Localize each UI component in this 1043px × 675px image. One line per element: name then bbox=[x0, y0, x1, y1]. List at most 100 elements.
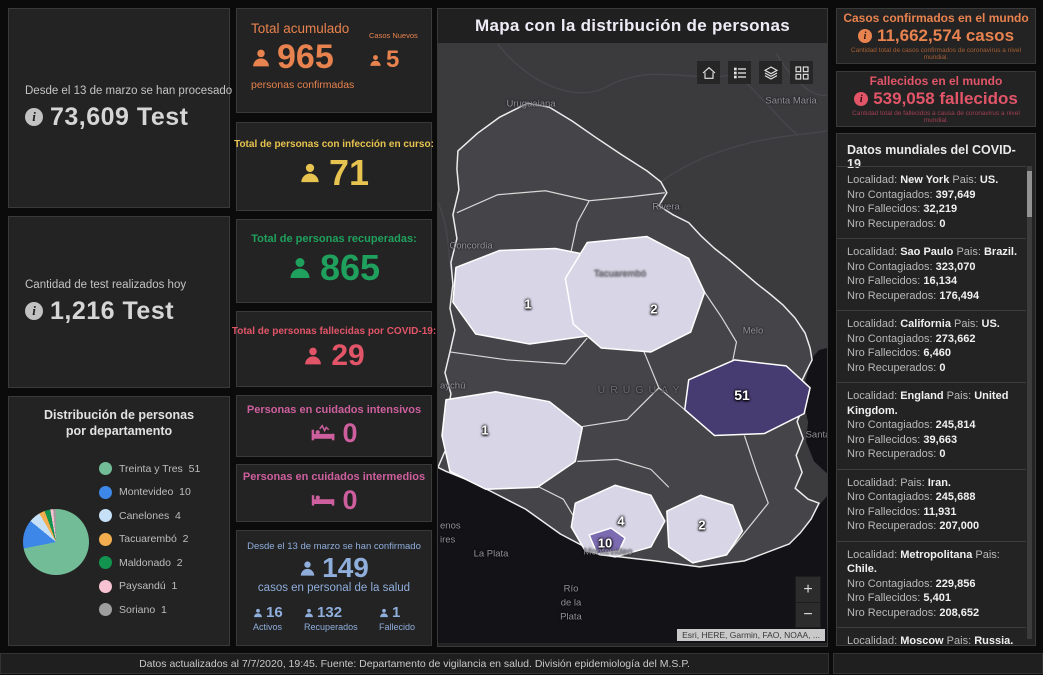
dashboard: Desde el 13 de marzo se han procesado 73… bbox=[0, 0, 1043, 675]
health-deceased-value: 1 bbox=[392, 604, 400, 621]
legend-swatch bbox=[99, 603, 112, 616]
legend-swatch bbox=[99, 509, 112, 522]
world-item-cases: Nro Contagiados: 229,856 bbox=[847, 577, 1022, 592]
zoom-in-button[interactable]: + bbox=[796, 577, 820, 602]
health-staff-panel: Desde el 13 de marzo se han confirmado 1… bbox=[236, 530, 432, 646]
legend-swatch bbox=[99, 580, 112, 593]
legend-item[interactable]: Tacuarembó 2 bbox=[99, 528, 200, 552]
new-cases-value: 5 bbox=[386, 46, 399, 74]
legend-item[interactable]: Canelones 4 bbox=[99, 504, 200, 528]
deaths-panel: Total de personas fallecidas por COVID-1… bbox=[236, 311, 432, 387]
health-recovered-value: 132 bbox=[317, 604, 342, 621]
world-item-recovered: Nro Recuperados: 176,494 bbox=[847, 289, 1022, 304]
home-icon[interactable] bbox=[697, 61, 720, 84]
zoom-out-button[interactable]: − bbox=[796, 602, 820, 627]
map-place-label: Concordia bbox=[449, 241, 492, 252]
health-active-label: Activos bbox=[253, 622, 282, 632]
pie-chart[interactable] bbox=[23, 509, 89, 575]
info-icon[interactable] bbox=[854, 92, 868, 106]
world-item-location: Localidad: Metropolitana Pais: Chile. bbox=[847, 548, 1022, 577]
map-place-label: ires bbox=[440, 535, 455, 546]
info-icon[interactable] bbox=[858, 29, 872, 43]
world-item-deaths: Nro Fallecidos: 5,401 bbox=[847, 591, 1022, 606]
icu-panel: Personas en cuidados intensivos 0 bbox=[236, 395, 432, 457]
tests-today-value: 1,216 Test bbox=[50, 297, 174, 326]
person-icon bbox=[304, 608, 314, 618]
legend-label: Maldonado 2 bbox=[119, 557, 183, 569]
map-place-label: Río bbox=[564, 584, 579, 595]
legend-item[interactable]: Maldonado 2 bbox=[99, 551, 200, 575]
world-item-deaths: Nro Fallecidos: 39,663 bbox=[847, 433, 1022, 448]
legend-label: Paysandú 1 bbox=[119, 580, 177, 592]
person-icon bbox=[288, 256, 312, 280]
world-item-cases: Nro Contagiados: 245,814 bbox=[847, 418, 1022, 433]
map-place-label: aychú bbox=[440, 381, 465, 392]
person-icon bbox=[253, 608, 263, 618]
health-recovered-cell: 132 Recuperados bbox=[304, 604, 358, 632]
tests-today-panel: Cantidad de test realizados hoy 1,216 Te… bbox=[8, 216, 230, 388]
accumulated-title: Total acumulado bbox=[251, 21, 369, 36]
legend-label: Tacuarembó 2 bbox=[119, 533, 188, 545]
scrollbar-track[interactable] bbox=[1027, 166, 1032, 639]
world-item-location: Localidad: Pais: Iran. bbox=[847, 476, 1022, 491]
map-canvas[interactable]: 112514102UruguaianaSanta MariaConcordiaR… bbox=[438, 43, 827, 644]
legend-item[interactable]: Treinta y Tres 51 bbox=[99, 457, 200, 481]
world-deaths-title: Fallecidos en el mundo bbox=[870, 74, 1003, 88]
legend-item[interactable]: Montevideo 10 bbox=[99, 481, 200, 505]
world-item-deaths: Nro Fallecidos: 32,219 bbox=[847, 202, 1022, 217]
world-list-item[interactable]: Localidad: California Pais: US. Nro Cont… bbox=[837, 310, 1026, 382]
world-item-location: Localidad: California Pais: US. bbox=[847, 317, 1022, 332]
health-sub: casos en personal de la salud bbox=[258, 582, 410, 594]
world-list-item[interactable]: Localidad: Sao Paulo Pais: Brazil. Nro C… bbox=[837, 238, 1026, 310]
icu-bed-icon bbox=[310, 423, 336, 443]
legend-item[interactable]: Soriano 1 bbox=[99, 598, 200, 622]
world-item-location: Localidad: Moscow Pais: Russia. bbox=[847, 634, 1022, 644]
world-item-recovered: Nro Recuperados: 0 bbox=[847, 447, 1022, 462]
map-place-label: URUGUAY bbox=[598, 384, 685, 396]
tests-total-value: 73,609 Test bbox=[50, 103, 188, 132]
health-value: 149 bbox=[322, 552, 369, 584]
map-place-label: Plata bbox=[560, 612, 582, 623]
icu-label: Personas en cuidados intensivos bbox=[247, 404, 421, 416]
health-recovered-label: Recuperados bbox=[304, 622, 358, 632]
person-icon bbox=[251, 48, 271, 68]
legend-item[interactable]: Paysandú 1 bbox=[99, 575, 200, 599]
map-place-label: Melo bbox=[743, 326, 764, 337]
person-icon bbox=[379, 608, 389, 618]
world-confirmed-panel: Casos confirmados en el mundo 11,662,574… bbox=[836, 8, 1036, 64]
basemap-icon[interactable] bbox=[790, 61, 813, 84]
layers-icon[interactable] bbox=[759, 61, 782, 84]
world-list[interactable]: Localidad: New York Pais: US. Nro Contag… bbox=[837, 166, 1026, 644]
map-title: Mapa con la distribución de personas bbox=[438, 9, 827, 43]
info-icon[interactable] bbox=[25, 108, 43, 126]
region-count-maldonado: 2 bbox=[698, 518, 705, 533]
world-list-item[interactable]: Localidad: New York Pais: US. Nro Contag… bbox=[837, 166, 1026, 238]
legend-swatch bbox=[99, 486, 112, 499]
icu-value: 0 bbox=[342, 418, 357, 449]
intermediate-panel: Personas en cuidados intermedios 0 bbox=[236, 464, 432, 522]
active-value: 71 bbox=[329, 152, 369, 194]
map-place-label: Tacuarembó bbox=[594, 269, 646, 280]
map-place-label: enos bbox=[440, 521, 461, 532]
region-count-paysandu: 1 bbox=[524, 297, 531, 312]
world-list-item[interactable]: Localidad: Moscow Pais: Russia. Nro Cont… bbox=[837, 627, 1026, 644]
legend-icon[interactable] bbox=[728, 61, 751, 84]
world-item-recovered: Nro Recuperados: 207,000 bbox=[847, 519, 1022, 534]
world-confirmed-sub: Cantidad total de casos confirmados de c… bbox=[843, 47, 1029, 61]
world-list-item[interactable]: Localidad: Pais: Iran. Nro Contagiados: … bbox=[837, 469, 1026, 541]
recovered-value: 865 bbox=[320, 247, 380, 289]
new-cases-label: Casos Nuevos bbox=[369, 31, 421, 40]
world-item-recovered: Nro Recuperados: 208,652 bbox=[847, 606, 1022, 621]
info-icon[interactable] bbox=[25, 302, 43, 320]
world-list-item[interactable]: Localidad: England Pais: United Kingdom.… bbox=[837, 382, 1026, 469]
world-item-cases: Nro Contagiados: 273,662 bbox=[847, 332, 1022, 347]
world-item-location: Localidad: Sao Paulo Pais: Brazil. bbox=[847, 245, 1022, 260]
recovered-label: Total de personas recuperadas: bbox=[251, 233, 416, 245]
world-confirmed-value: 11,662,574 casos bbox=[877, 26, 1014, 46]
legend-swatch bbox=[99, 462, 112, 475]
person-icon bbox=[299, 162, 321, 184]
scrollbar-thumb[interactable] bbox=[1027, 171, 1032, 217]
world-item-recovered: Nro Recuperados: 0 bbox=[847, 217, 1022, 232]
world-list-item[interactable]: Localidad: Metropolitana Pais: Chile. Nr… bbox=[837, 541, 1026, 628]
recovered-panel: Total de personas recuperadas: 865 bbox=[236, 219, 432, 303]
